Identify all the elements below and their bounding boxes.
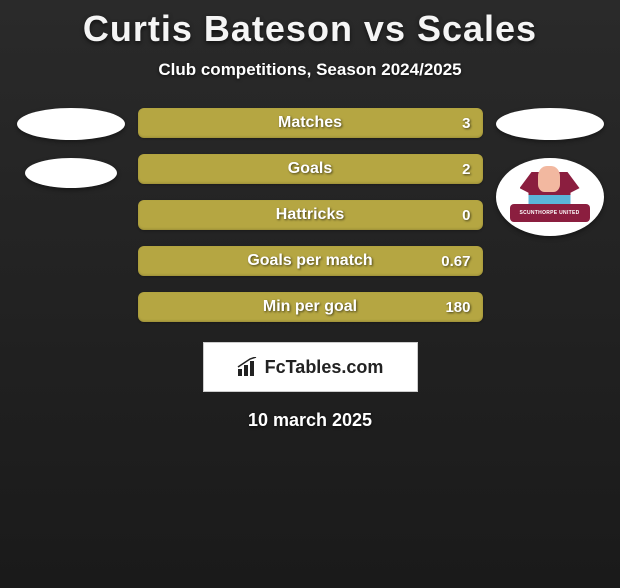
comparison-content: Matches 3 Goals 2 Hattricks 0 Goals per … [0, 108, 620, 322]
stat-row-goals-per-match: Goals per match 0.67 [138, 246, 483, 276]
stat-label: Matches [278, 114, 342, 132]
badge-ribbon: SCUNTHORPE UNITED [510, 204, 590, 222]
stat-value: 0.67 [441, 253, 470, 270]
stat-row-goals: Goals 2 [138, 154, 483, 184]
badge-fist-icon [538, 166, 560, 192]
footer-date: 10 march 2025 [0, 410, 620, 431]
left-player-badge-placeholder-2 [25, 158, 117, 188]
right-player-badge-placeholder [496, 108, 604, 140]
stat-label: Hattricks [276, 206, 344, 224]
logo-text: FcTables.com [265, 357, 384, 378]
bar-chart-icon [237, 357, 259, 377]
stat-row-matches: Matches 3 [138, 108, 483, 138]
stat-value: 180 [445, 299, 470, 316]
left-player-column [16, 108, 126, 188]
left-player-badge-placeholder-1 [17, 108, 125, 140]
right-player-column: SCUNTHORPE UNITED [495, 108, 605, 236]
fctables-logo[interactable]: FcTables.com [203, 342, 418, 392]
stats-table: Matches 3 Goals 2 Hattricks 0 Goals per … [138, 108, 483, 322]
stat-label: Min per goal [263, 298, 357, 316]
stat-label: Goals [288, 160, 332, 178]
stat-value: 2 [462, 161, 470, 178]
club-badge-art: SCUNTHORPE UNITED [510, 168, 590, 226]
stat-row-min-per-goal: Min per goal 180 [138, 292, 483, 322]
page-title: Curtis Bateson vs Scales [0, 8, 620, 50]
stat-value: 0 [462, 207, 470, 224]
stat-row-hattricks: Hattricks 0 [138, 200, 483, 230]
club-badge: SCUNTHORPE UNITED [496, 158, 604, 236]
stat-value: 3 [462, 115, 470, 132]
stat-label: Goals per match [247, 252, 372, 270]
subtitle: Club competitions, Season 2024/2025 [0, 60, 620, 80]
